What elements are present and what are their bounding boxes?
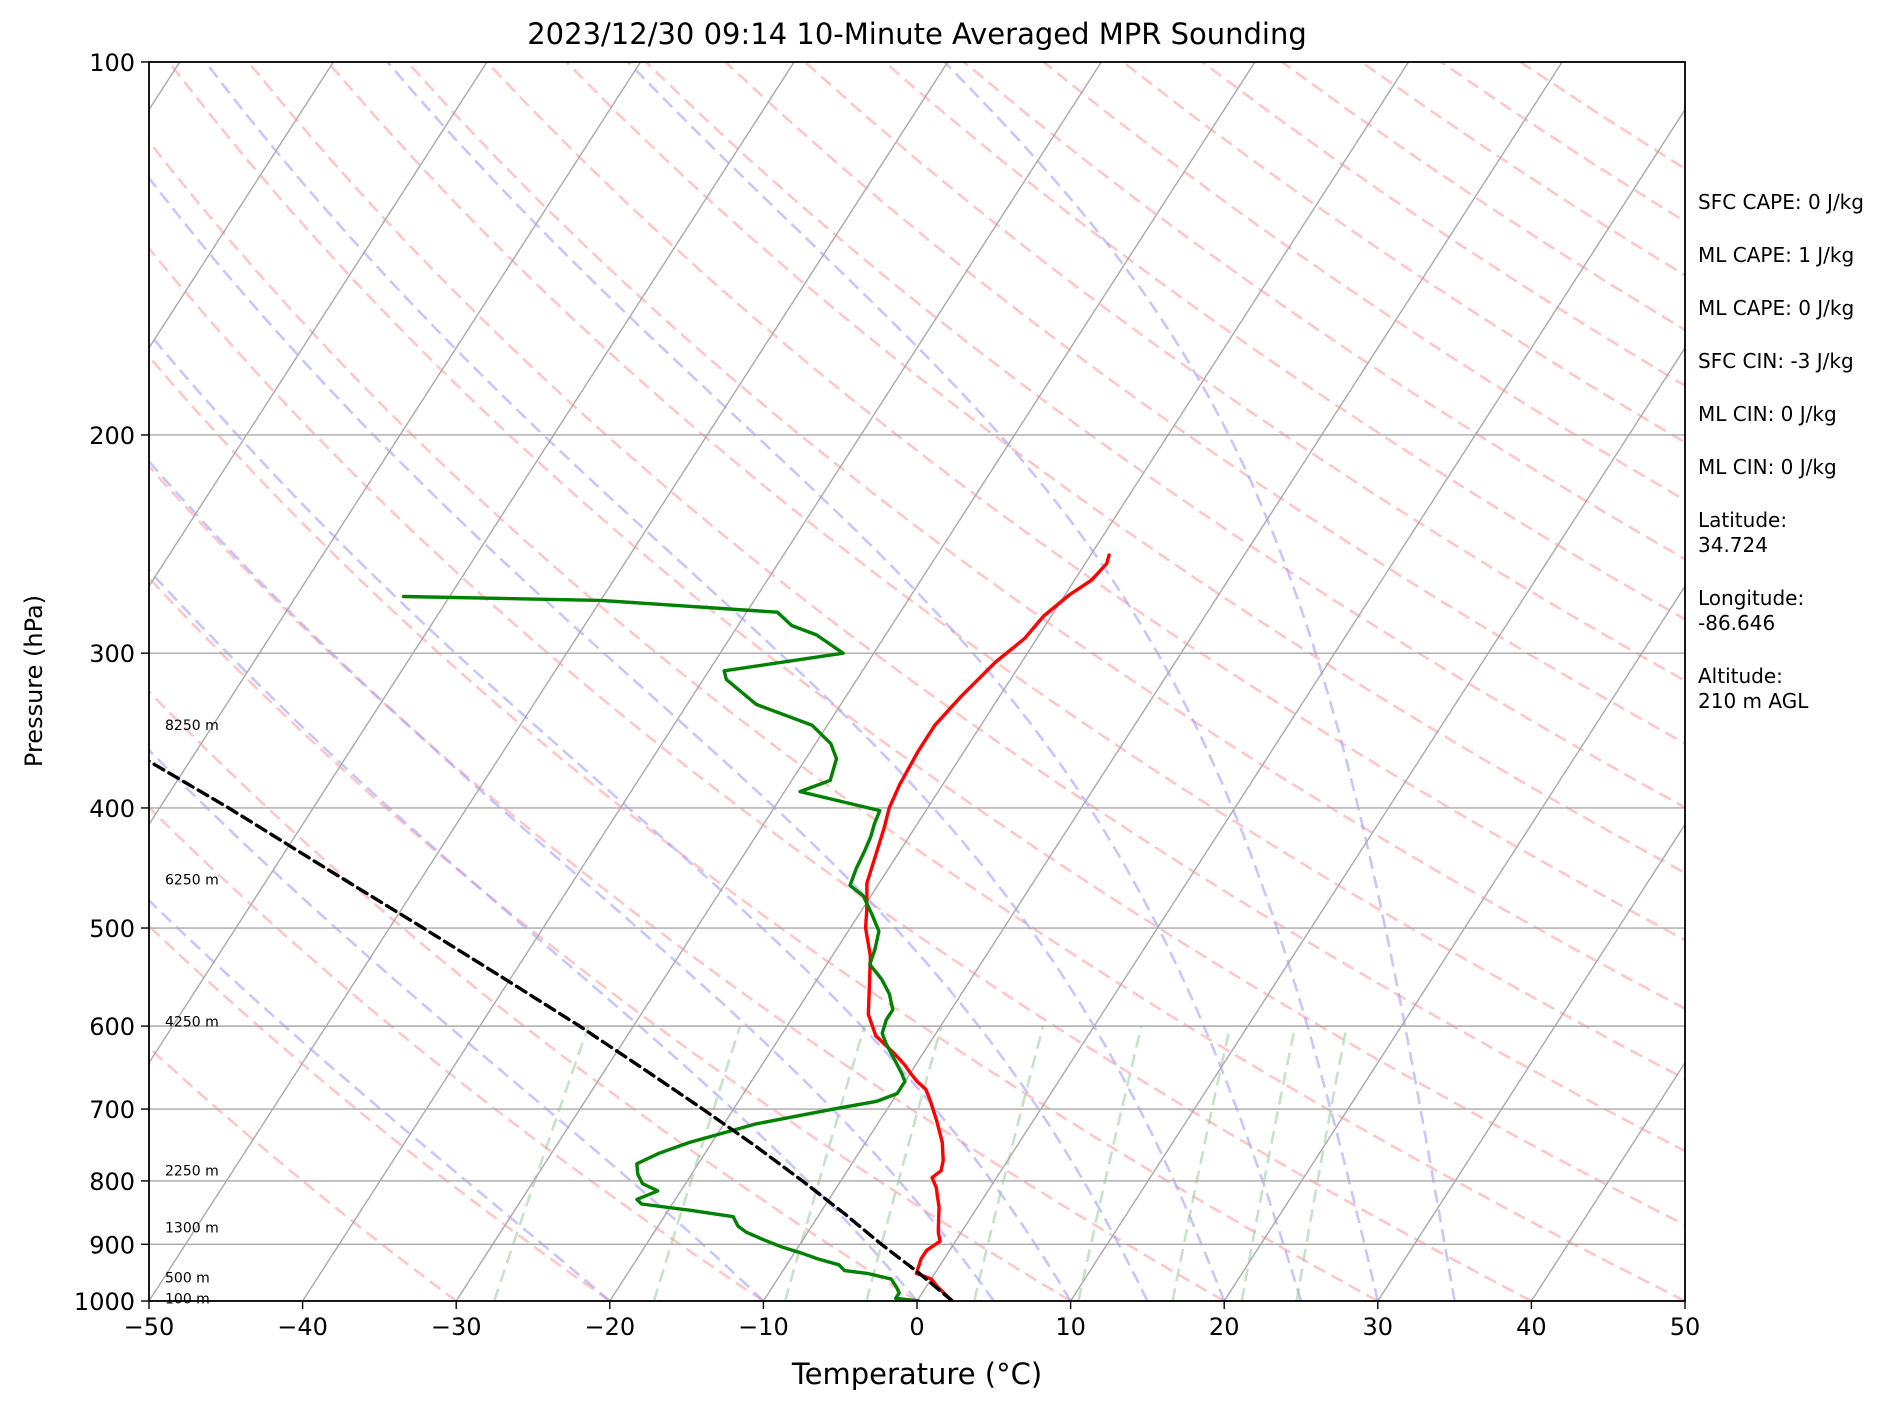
isotherm-line [302,62,1102,1301]
height-label: 1300 m [165,1220,219,1236]
y-tick-label: 1000 [74,1288,135,1316]
y-tick-label: 500 [89,915,135,943]
dry-adiabat-line [406,62,1685,1011]
x-tick-label: 30 [1363,1313,1394,1341]
height-labels: 8250 m 6250 m 4250 m 2250 m 1300 m 500 m 100 m [165,718,219,1307]
parcel-profile-line [149,759,954,1301]
x-tick-label: −20 [584,1313,635,1341]
dewpoint-profile-line [401,594,921,1301]
dry-adiabat-line [149,139,1685,1301]
y-axis: 100 200 300 400 500 600 700 800 900 1000 [74,49,149,1316]
chart-title: 2023/12/30 09:14 10-Minute Averaged MPR … [527,17,1307,51]
dry-adiabat-line [565,62,1685,875]
moist-adiabat-line [149,331,1072,1301]
longitude-text: Longitude: -86.646 [1698,586,1805,635]
height-label: 8250 m [165,718,219,734]
x-axis-label: Temperature (°C) [791,1357,1042,1391]
x-tick-label: −50 [124,1313,175,1341]
x-tick-label: −40 [277,1313,328,1341]
dry-adiabat-line [883,62,1685,621]
height-label: 2250 m [165,1164,219,1180]
height-label: 6250 m [165,873,219,889]
dry-adiabat-line [167,62,1685,1227]
moist-adiabat-line [149,459,995,1301]
moist-adiabat-line [149,748,765,1301]
isotherm-line [916,108,1685,1301]
x-tick-label: 0 [909,1313,924,1341]
y-tick-label: 900 [89,1231,135,1259]
sounding-info-panel: SFC CAPE: 0 J/kg ML CAPE: 1 J/kg ML CAPE… [1698,190,1888,742]
moist-adiabat-line [627,62,1380,1301]
x-tick-label: 50 [1670,1313,1701,1341]
ml-cin-text: ML CIN: 0 J/kg [1698,402,1837,426]
dry-adiabat-line [149,246,1533,1301]
ml-cape-text: ML CAPE: 1 J/kg [1698,243,1855,267]
height-label: 100 m [165,1291,210,1307]
ml-cape-text-2: ML CAPE: 0 J/kg [1698,296,1855,320]
y-tick-label: 700 [89,1096,135,1124]
isotherm-line [1530,1061,1685,1301]
x-tick-label: −30 [431,1313,482,1341]
y-tick-label: 100 [89,49,135,77]
dry-adiabat-line [149,464,1225,1301]
altitude-text: Altitude: 210 m AGL [1698,664,1809,713]
y-tick-label: 800 [89,1168,135,1196]
dry-adiabat-line [149,924,611,1301]
isotherm-line [149,62,642,826]
y-axis-label: Pressure (hPa) [20,595,48,767]
isotherm-line [609,62,1410,1301]
dry-adiabat-line [149,689,918,1301]
background-lines [149,62,1685,1301]
dry-adiabat-line [149,354,1379,1301]
dry-adiabat-line [326,62,1685,1081]
isotherm-line [149,62,795,1065]
dry-adiabat-line [149,1045,457,1301]
y-tick-label: 400 [89,795,135,823]
dry-adiabat-line [804,62,1685,683]
x-tick-label: 40 [1516,1313,1547,1341]
height-label: 4250 m [165,1015,219,1031]
isotherm-line [1070,346,1685,1301]
isotherm-line [1223,584,1685,1301]
height-label: 500 m [165,1270,210,1286]
x-axis: −50 −40 −30 −20 −10 0 10 20 30 40 50 [124,1301,1701,1341]
moist-adiabat-line [149,175,1149,1301]
dry-adiabat-line [149,576,1072,1301]
isotherm-line [149,62,334,350]
y-tick-label: 600 [89,1013,135,1041]
x-tick-label: 10 [1055,1313,1086,1341]
moist-adiabat-line [943,62,1456,1301]
ml-cin-text-2: ML CIN: 0 J/kg [1698,455,1837,479]
temperature-profile-line [863,553,1111,1301]
x-tick-label: −10 [738,1313,789,1341]
y-tick-label: 300 [89,640,135,668]
isotherm-line [149,62,488,588]
y-tick-label: 200 [89,422,135,450]
dry-adiabat-line [485,62,1685,942]
sfc-cin-text: SFC CIN: -3 J/kg [1698,349,1854,373]
moist-adiabat-line [149,568,919,1301]
isotherm-line [1377,823,1685,1301]
moist-adiabat-line [386,62,1303,1301]
isotherm-line [455,62,1256,1301]
latitude-text: Latitude: 34.724 [1698,508,1788,557]
x-tick-label: 20 [1209,1313,1240,1341]
isotherm-line [149,62,949,1301]
sfc-cape-text: SFC CAPE: 0 J/kg [1698,190,1864,214]
sounding-profiles [149,553,1111,1301]
